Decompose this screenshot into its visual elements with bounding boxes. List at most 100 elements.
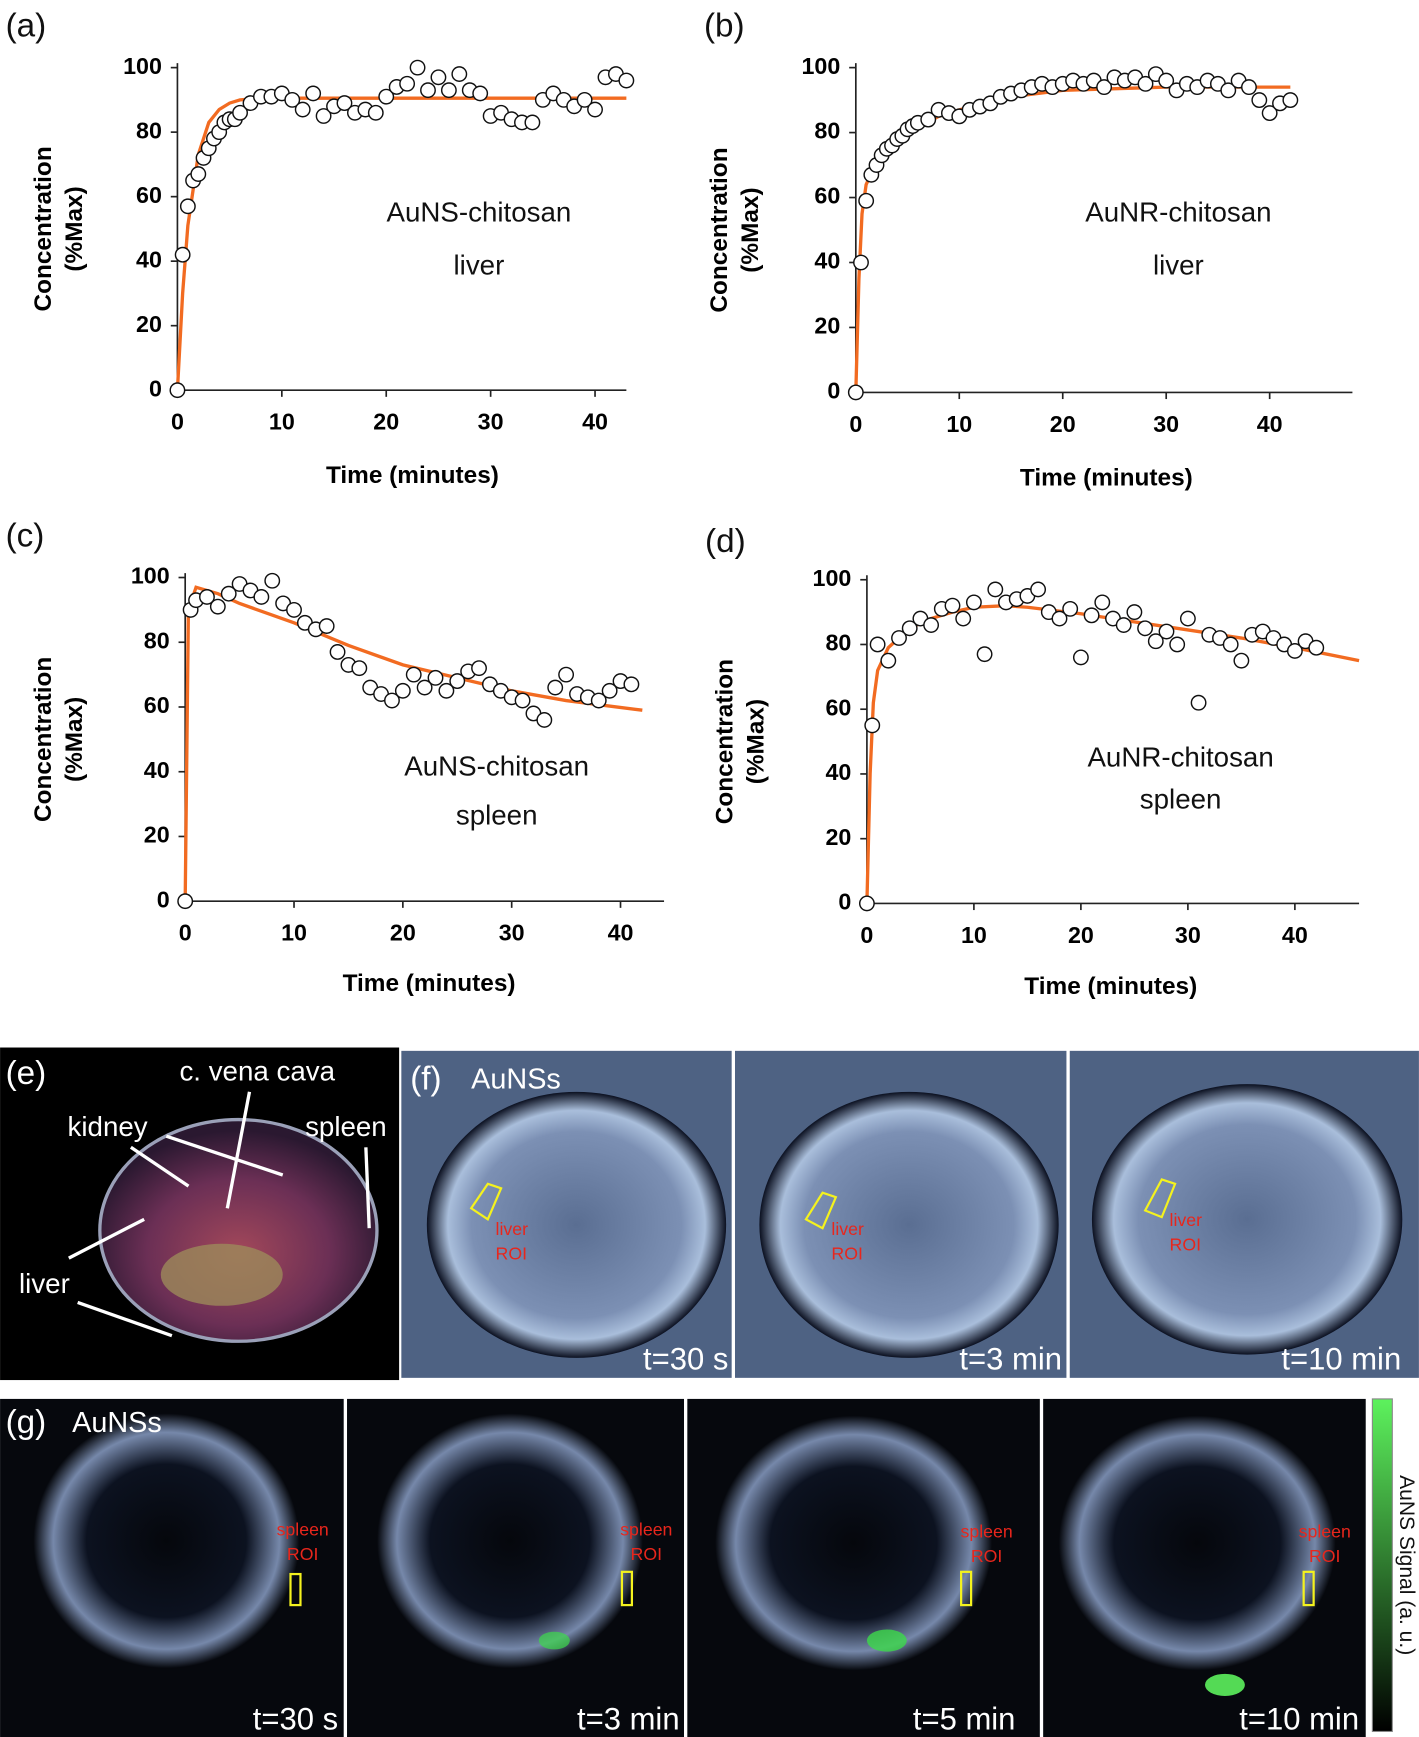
data-point [378, 88, 395, 105]
roi [960, 1570, 973, 1607]
time-label: t=10 min [1239, 1702, 1359, 1737]
panel-label: (e) [6, 1055, 47, 1092]
roi-label: ROI [496, 1243, 528, 1263]
data-point [1126, 604, 1143, 621]
data-point [399, 75, 416, 92]
data-point [1261, 105, 1278, 122]
photo-organ [160, 1243, 283, 1306]
data-point [864, 717, 881, 734]
y-tick-label: 80 [814, 118, 840, 144]
data-point [1158, 623, 1175, 640]
x-tick-label: 30 [1175, 922, 1201, 948]
data-point [351, 660, 368, 677]
x-tick-label: 40 [582, 409, 608, 435]
y-tick-label: 0 [149, 375, 162, 401]
data-point [1220, 82, 1237, 99]
time-label: t=3 min [959, 1341, 1062, 1376]
y-tick-label: 40 [825, 759, 851, 785]
data-point [179, 198, 196, 215]
data-point [1158, 72, 1175, 89]
panel-label: (f) [410, 1061, 441, 1098]
y-tick-label: 40 [144, 757, 170, 783]
data-point [472, 85, 489, 102]
photo-label: liver [19, 1268, 70, 1299]
data-point [1051, 610, 1068, 627]
roi-label: spleen [1299, 1522, 1351, 1542]
y-axis-label: (%Max) [737, 187, 764, 272]
data-point [880, 652, 897, 669]
data-point [253, 589, 270, 605]
data-point [1308, 639, 1325, 656]
data-point [853, 254, 869, 271]
image-panel: (g) AuNSs spleen ROI spleen ROI spleen R… [0, 1398, 1418, 1737]
y-tick-label: 20 [144, 822, 170, 848]
roi [1143, 1178, 1177, 1219]
y-tick-label: 60 [144, 692, 170, 718]
data-point [440, 82, 457, 99]
data-point [618, 72, 635, 89]
roi-label: spleen [277, 1520, 329, 1540]
data-point [405, 666, 422, 683]
roi [804, 1191, 838, 1230]
data-point [169, 382, 186, 399]
image-signal [1204, 1673, 1245, 1696]
image-organ [376, 1413, 643, 1669]
fit-line [175, 96, 627, 391]
panel-label: (b) [704, 7, 745, 44]
x-tick-label: 0 [849, 411, 862, 437]
annotation: spleen [1140, 784, 1222, 815]
roi [289, 1572, 302, 1607]
data-point [1222, 636, 1239, 653]
data-point [449, 673, 466, 690]
x-tick-label: 30 [499, 920, 525, 946]
data-point [1179, 610, 1196, 627]
y-tick-label: 20 [825, 824, 851, 850]
data-point [955, 610, 972, 627]
photo-panel: (e) c. vena cava kidney spleen liver [0, 1047, 400, 1381]
data-point [590, 692, 607, 709]
y-tick-label: 0 [838, 889, 851, 915]
data-point [1147, 633, 1164, 650]
roi-label: spleen [620, 1520, 672, 1540]
panel-label: (d) [705, 523, 746, 560]
roi-label: ROI [631, 1544, 663, 1564]
data-point [264, 572, 281, 589]
data-point [576, 91, 593, 108]
x-tick-label: 0 [860, 922, 873, 948]
time-label: t=5 min [913, 1702, 1016, 1737]
data-point [923, 617, 940, 633]
time-label: t=30 s [253, 1702, 338, 1737]
x-tick-label: 20 [373, 409, 399, 435]
data-point [524, 114, 541, 131]
x-tick-label: 0 [179, 920, 192, 946]
y-tick-label: 0 [157, 886, 170, 912]
photo-label: spleen [305, 1111, 387, 1142]
data-point [416, 679, 433, 696]
data-point [869, 636, 886, 653]
panel-label: (a) [6, 7, 47, 44]
x-tick-label: 20 [390, 920, 416, 946]
annotation: spleen [456, 799, 538, 830]
time-label: t=30 s [643, 1341, 728, 1376]
y-axis-label: Concentration [30, 657, 57, 822]
x-axis-label: Time (minutes) [1024, 973, 1197, 1000]
data-point [284, 91, 301, 108]
photo-label: c. vena cava [179, 1055, 335, 1086]
colorbar-label: AuNS Signal (a. u.) [1395, 1475, 1418, 1655]
roi-label: ROI [831, 1243, 863, 1263]
data-point [623, 676, 640, 693]
data-point [858, 192, 875, 209]
data-point [1251, 92, 1268, 109]
roi-label: liver [1170, 1210, 1203, 1230]
data-point [1241, 79, 1257, 96]
annotation: AuNR-chitosan [1087, 742, 1273, 773]
y-tick-label: 20 [136, 311, 162, 337]
data-point [976, 646, 993, 663]
data-point [1096, 79, 1113, 96]
x-tick-label: 30 [478, 409, 504, 435]
roi-label: liver [831, 1219, 864, 1239]
data-point [601, 682, 618, 699]
data-point [420, 82, 436, 99]
y-tick-label: 0 [827, 378, 840, 404]
